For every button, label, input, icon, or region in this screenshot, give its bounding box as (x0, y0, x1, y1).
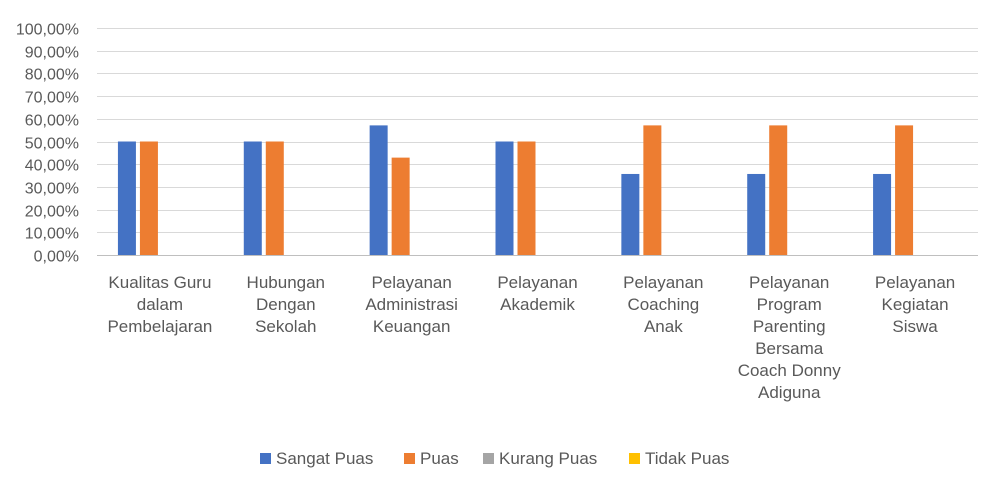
x-category-label: Siswa (892, 317, 938, 336)
x-category-label: Pelayanan (875, 273, 955, 292)
y-tick-label: 10,00% (25, 226, 79, 243)
bar-sangat-puas (495, 141, 514, 255)
bar-puas (517, 141, 536, 255)
y-axis-ticks: 0,00% 10,00% 20,00% 30,00% 40,00% 50,00% 60,00… (16, 22, 79, 266)
legend-swatch (483, 453, 494, 464)
x-axis-labels: Kualitas Guru dalam Pembelajaran Hubungan De… (107, 273, 955, 402)
bar-puas (265, 141, 284, 255)
x-category-label: Kualitas Guru (108, 273, 211, 292)
y-tick-label: 70,00% (25, 90, 79, 107)
y-tick-label: 30,00% (25, 181, 79, 198)
x-category-label: Coach Donny (738, 361, 842, 380)
legend-label: Kurang Puas (499, 449, 597, 468)
x-category-label: Kegiatan (882, 295, 949, 314)
bars (117, 125, 914, 256)
x-category-label: Pelayanan (623, 273, 703, 292)
bar-sangat-puas (117, 141, 136, 255)
x-category-label: Administrasi (365, 295, 458, 314)
bar-puas (139, 141, 158, 255)
x-category-label: Sekolah (255, 317, 316, 336)
bar-sangat-puas (621, 173, 640, 255)
bar-puas (643, 125, 662, 256)
x-category-label: Program (757, 295, 822, 314)
bar-sangat-puas (243, 141, 262, 255)
x-category-label: dalam (137, 295, 183, 314)
y-tick-label: 100,00% (16, 22, 79, 39)
legend-swatch (629, 453, 640, 464)
x-category-label: Keuangan (373, 317, 451, 336)
y-tick-label: 80,00% (25, 67, 79, 84)
legend-label: Tidak Puas (645, 449, 729, 468)
x-category-label: Pelayanan (371, 273, 451, 292)
x-category-label: Bersama (755, 339, 824, 358)
x-category-label: Pelayanan (749, 273, 829, 292)
y-tick-label: 40,00% (25, 158, 79, 175)
legend-label: Puas (420, 449, 459, 468)
bar-puas (895, 125, 914, 256)
bar-sangat-puas (369, 125, 388, 256)
legend-swatch (260, 453, 271, 464)
y-tick-label: 90,00% (25, 45, 79, 62)
bar-sangat-puas (873, 173, 892, 255)
bar-sangat-puas (747, 173, 766, 255)
x-category-label: Akademik (500, 295, 575, 314)
y-tick-label: 50,00% (25, 136, 79, 153)
x-category-label: Pelayanan (497, 273, 577, 292)
legend-label: Sangat Puas (276, 449, 373, 468)
x-category-label: Dengan (256, 295, 316, 314)
x-category-label: Adiguna (758, 383, 821, 402)
x-category-label: Coaching (627, 295, 699, 314)
x-category-label: Pembelajaran (107, 317, 212, 336)
bar-puas (391, 157, 410, 255)
legend: Sangat Puas Puas Kurang Puas Tidak Puas (260, 449, 729, 468)
legend-swatch (404, 453, 415, 464)
gridlines (97, 28, 978, 256)
x-category-label: Anak (644, 317, 683, 336)
x-category-label: Hubungan (247, 273, 325, 292)
x-category-label: Parenting (753, 317, 826, 336)
bar-puas (769, 125, 788, 256)
y-tick-label: 0,00% (34, 249, 79, 266)
y-tick-label: 60,00% (25, 113, 79, 130)
y-tick-label: 20,00% (25, 204, 79, 221)
